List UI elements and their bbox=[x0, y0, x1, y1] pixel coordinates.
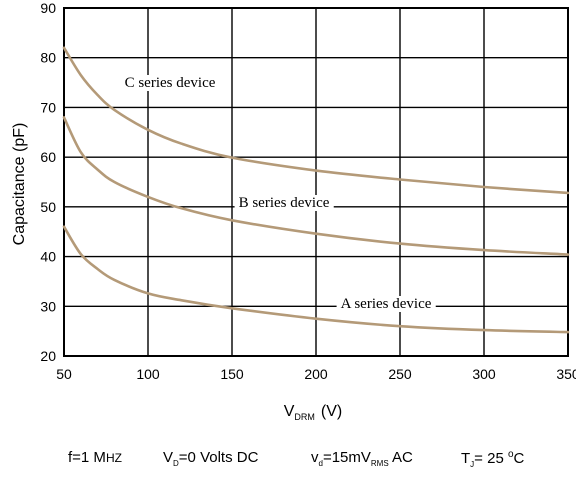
series-a-curve bbox=[62, 225, 570, 334]
series-a-label-group: A series device bbox=[336, 296, 436, 312]
y-tick-label: 80 bbox=[40, 50, 56, 66]
series-c-curve bbox=[62, 46, 570, 195]
series-a-label: A series device bbox=[341, 296, 432, 312]
tick-labels: 50 100 150 200 250 300 350 20 30 40 50 60 70 80 90 bbox=[40, 0, 576, 382]
condition-frequency: f=1 MHZ bbox=[68, 449, 122, 466]
x-tick-label: 200 bbox=[304, 366, 328, 382]
condition-junction-temp: TJ= 25 oC bbox=[461, 449, 525, 469]
label-background bbox=[120, 75, 220, 91]
y-tick-label: 30 bbox=[40, 298, 56, 314]
y-tick-label: 20 bbox=[40, 348, 56, 364]
condition-dc-voltage: VD=0 Volts DC bbox=[163, 449, 259, 468]
series-b-label: B series device bbox=[239, 195, 330, 211]
y-tick-label: 40 bbox=[40, 249, 56, 265]
label-background bbox=[336, 296, 436, 312]
plot-frame bbox=[63, 7, 569, 357]
label-background bbox=[234, 195, 334, 211]
x-axis-title: VDRM (V) bbox=[284, 403, 343, 422]
y-axis-title: Capacitance (pF) bbox=[11, 123, 28, 246]
y-tick-label: 60 bbox=[40, 149, 56, 165]
x-tick-label: 250 bbox=[388, 366, 412, 382]
y-tick-label: 70 bbox=[40, 99, 56, 115]
x-tick-label: 300 bbox=[472, 366, 496, 382]
x-tick-label: 350 bbox=[556, 366, 576, 382]
series-b-label-group: B series device bbox=[234, 195, 334, 211]
y-tick-label: 50 bbox=[40, 199, 56, 215]
series-labels: C series device B series device A series d… bbox=[120, 75, 436, 312]
x-tick-label: 100 bbox=[136, 366, 160, 382]
series-curves bbox=[62, 46, 570, 334]
x-tick-label: 150 bbox=[220, 366, 244, 382]
series-c-label-group: C series device bbox=[120, 75, 220, 91]
condition-ac-signal: vd=15mVRMS AC bbox=[311, 449, 413, 468]
x-tick-label: 50 bbox=[56, 366, 72, 382]
series-b-curve bbox=[62, 116, 570, 256]
y-tick-label: 90 bbox=[40, 0, 56, 16]
grid bbox=[63, 7, 569, 357]
series-c-label: C series device bbox=[125, 75, 216, 91]
